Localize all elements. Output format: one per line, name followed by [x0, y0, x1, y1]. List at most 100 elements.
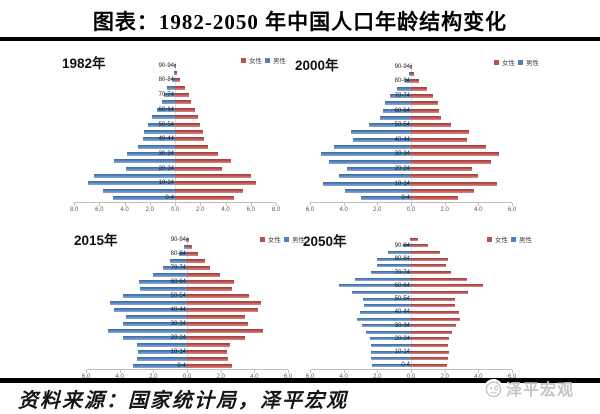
- male-bar: [357, 317, 411, 321]
- male-half: [310, 249, 411, 256]
- x-tick-mark: [254, 370, 256, 373]
- center-axis-line: [411, 236, 412, 369]
- age-label: 90-94: [158, 62, 174, 69]
- female-half: [411, 356, 512, 363]
- chart-legend-2050: 女性 男性: [487, 234, 532, 244]
- male-bar: [138, 349, 187, 354]
- legend-male-swatch: [284, 236, 289, 242]
- pyramid-row: [310, 85, 512, 92]
- female-half: [411, 289, 512, 296]
- pyramid-row: 50-54: [74, 121, 276, 128]
- age-label: 10-14: [394, 349, 410, 356]
- female-half: [187, 299, 288, 306]
- female-half: [411, 151, 512, 158]
- age-label: 30-34: [170, 320, 186, 327]
- x-tick-label: 2.0: [196, 207, 205, 213]
- female-bar: [187, 342, 230, 347]
- x-tick-label: 2.0: [145, 207, 154, 213]
- female-bar: [411, 152, 499, 157]
- female-half: [187, 243, 288, 250]
- female-bar: [175, 159, 231, 164]
- pyramid-row: 80-84: [74, 77, 276, 84]
- male-half: [310, 129, 411, 136]
- pyramid-row: [310, 158, 512, 165]
- male-half: [310, 256, 411, 263]
- x-tick-label: 0.0: [406, 374, 416, 380]
- female-bar: [411, 317, 460, 321]
- female-half: [187, 348, 288, 355]
- pyramid-row: 90-94: [310, 63, 512, 70]
- female-bar: [411, 337, 449, 341]
- female-bar: [187, 244, 193, 249]
- male-bar: [109, 300, 187, 305]
- male-half: [74, 158, 175, 165]
- male-bar: [371, 344, 411, 348]
- pyramid-row: [74, 99, 276, 106]
- male-bar: [163, 265, 187, 270]
- legend-female-label: 女性: [268, 237, 281, 244]
- male-bar: [170, 258, 187, 263]
- female-bar: [411, 324, 457, 328]
- female-half: [175, 143, 276, 150]
- female-bar: [175, 100, 191, 105]
- female-bar: [411, 350, 449, 354]
- female-bar: [175, 107, 195, 112]
- pyramid-row: 80-84: [86, 250, 288, 257]
- x-axis: 6.0 4.0 2.0 0.0 2.0 4.0 6.0: [306, 369, 516, 382]
- pyramid-row: [86, 327, 288, 334]
- pyramid-row: 30-34: [74, 150, 276, 157]
- age-label: 80-84: [394, 256, 410, 263]
- x-tick-label: 2.0: [149, 374, 158, 380]
- male-half: [310, 362, 411, 369]
- legend-male-swatch: [265, 57, 270, 63]
- pyramid-row: [74, 187, 276, 194]
- pyramid-row: [310, 114, 512, 121]
- pyramid-row: 90-94: [74, 62, 276, 69]
- pyramid-chart-1982: 90-94 80-84 70-74 60-64 50-54 40-44 30-34 20-24…: [70, 62, 280, 215]
- female-half: [411, 78, 512, 85]
- male-half: [74, 187, 175, 194]
- x-tick-label: 4.0: [339, 374, 348, 380]
- female-half: [411, 249, 512, 256]
- female-half: [187, 292, 288, 299]
- legend-female-label: 女性: [495, 237, 508, 244]
- x-tick-mark: [119, 370, 121, 373]
- female-bar: [411, 167, 473, 172]
- x-tick-mark: [220, 370, 222, 373]
- female-bar: [187, 265, 210, 270]
- female-bar: [175, 196, 235, 201]
- male-half: [86, 313, 187, 320]
- male-bar: [329, 159, 411, 164]
- female-bar: [411, 123, 452, 128]
- male-bar: [322, 181, 411, 186]
- pyramid-row: 60-64: [310, 282, 512, 289]
- age-label: 60-64: [170, 278, 186, 285]
- female-bar: [411, 71, 415, 76]
- male-half: [74, 77, 175, 84]
- pyramid-row: 70-74: [310, 269, 512, 276]
- x-tick-label: 4.0: [221, 207, 230, 213]
- male-half: [310, 85, 411, 92]
- male-bar: [359, 310, 411, 314]
- age-label: 50-54: [170, 292, 186, 299]
- pyramid-row: [74, 172, 276, 179]
- female-half: [411, 243, 512, 250]
- male-bar: [388, 251, 411, 255]
- male-half: [74, 99, 175, 106]
- female-half: [411, 256, 512, 263]
- male-bar: [87, 181, 175, 186]
- female-bar: [411, 137, 468, 142]
- pyramid-row: 60-64: [74, 106, 276, 113]
- female-bar: [187, 314, 246, 319]
- female-bar: [187, 286, 233, 291]
- x-tick-mark: [187, 370, 188, 373]
- legend-female-label: 女性: [502, 60, 515, 67]
- female-bar: [411, 188, 475, 193]
- male-bar: [161, 100, 175, 105]
- age-label: 80-84: [158, 77, 174, 84]
- female-half: [175, 158, 276, 165]
- age-label: 10-14: [170, 348, 186, 355]
- x-tick-label: 6.0: [246, 207, 255, 213]
- female-half: [175, 172, 276, 179]
- female-bar: [411, 284, 484, 288]
